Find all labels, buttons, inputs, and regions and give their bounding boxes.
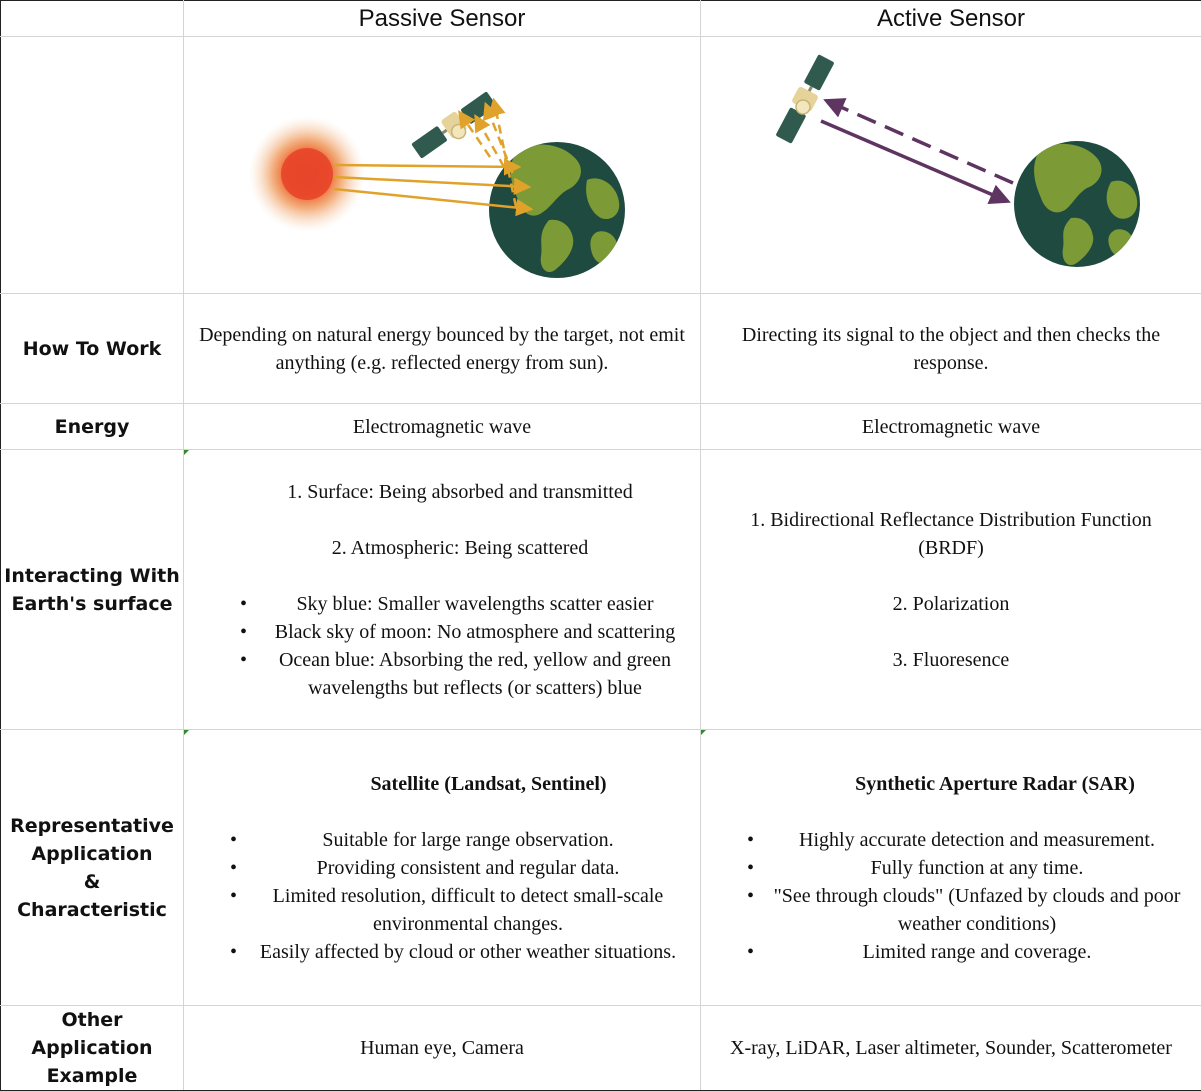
active-energy: Electromagnetic wave xyxy=(701,404,1201,450)
active-illustration xyxy=(701,37,1201,293)
passive-representative-title: Satellite (Landsat, Sentinel) xyxy=(184,730,700,798)
row-label-representative-line4: Characteristic xyxy=(1,896,183,924)
passive-representative-bullets: Suitable for large range observation. Pr… xyxy=(230,826,688,966)
row-label-interacting: Interacting With Earth's surface xyxy=(1,450,184,730)
row-label-how-to-work: How To Work xyxy=(1,294,184,404)
active-interacting: 1. Bidirectional Reflectance Distributio… xyxy=(701,450,1201,730)
row-label-other-application: Other Application Example xyxy=(1,1006,184,1091)
passive-representative: Satellite (Landsat, Sentinel) Suitable f… xyxy=(184,730,701,1006)
row-other-application: Other Application Example Human eye, Cam… xyxy=(1,1006,1201,1091)
active-representative-title: Synthetic Aperture Radar (SAR) xyxy=(701,730,1201,798)
passive-interacting-item1: 1. Surface: Being absorbed and transmitt… xyxy=(184,450,700,506)
active-how-to-work: Directing its signal to the object and t… xyxy=(701,294,1201,404)
row-label-other-line3: Example xyxy=(1,1062,183,1090)
passive-interacting-item2: 2. Atmospheric: Being scattered xyxy=(184,506,700,562)
passive-interacting: 1. Surface: Being absorbed and transmitt… xyxy=(184,450,701,730)
passive-illustration-cell xyxy=(184,37,701,294)
list-item: Ocean blue: Absorbing the red, yellow an… xyxy=(240,646,692,702)
list-item: Highly accurate detection and measuremen… xyxy=(747,826,1189,854)
list-item: Limited resolution, difficult to detect … xyxy=(230,882,688,938)
row-label-other-line1: Other xyxy=(1,1006,183,1034)
passive-how-to-work: Depending on natural energy bounced by t… xyxy=(184,294,701,404)
row-interacting: Interacting With Earth's surface 1. Surf… xyxy=(1,450,1201,730)
row-label-energy: Energy xyxy=(1,404,184,450)
row-label-representative: Representative Application & Characteris… xyxy=(1,730,184,1006)
row-representative: Representative Application & Characteris… xyxy=(1,730,1201,1006)
row-label-representative-line1: Representative xyxy=(1,812,183,840)
row-label-representative-line2: Application xyxy=(1,840,183,868)
illustration-row xyxy=(1,37,1201,294)
list-item: Sky blue: Smaller wavelengths scatter ea… xyxy=(240,590,692,618)
satellite-icon xyxy=(774,53,837,145)
active-interacting-item3: 3. Fluoresence xyxy=(701,646,1201,674)
passive-energy: Electromagnetic wave xyxy=(184,404,701,450)
row-label-other-line2: Application xyxy=(1,1034,183,1062)
earth-icon xyxy=(489,142,625,278)
list-item: Fully function at any time. xyxy=(747,854,1189,882)
row-how-to-work: How To Work Depending on natural energy … xyxy=(1,294,1201,404)
row-label-interacting-line1: Interacting With xyxy=(1,562,183,590)
sun-icon xyxy=(249,116,365,232)
illustration-label-cell xyxy=(1,37,184,294)
header-active: Active Sensor xyxy=(701,1,1201,37)
list-item: Limited range and coverage. xyxy=(747,938,1189,966)
list-item: Black sky of moon: No atmosphere and sca… xyxy=(240,618,692,646)
row-label-representative-line3: & xyxy=(1,868,183,896)
passive-other-application: Human eye, Camera xyxy=(184,1006,701,1091)
active-interacting-item1-line2: (BRDF) xyxy=(701,534,1201,562)
row-label-interacting-line2: Earth's surface xyxy=(1,590,183,618)
active-representative-bullets: Highly accurate detection and measuremen… xyxy=(747,826,1189,966)
passive-illustration xyxy=(184,37,701,293)
list-item: Suitable for large range observation. xyxy=(230,826,688,854)
list-item: "See through clouds" (Unfazed by clouds … xyxy=(747,882,1189,938)
active-other-application: X-ray, LiDAR, Laser altimeter, Sounder, … xyxy=(701,1006,1201,1091)
list-item: Providing consistent and regular data. xyxy=(230,854,688,882)
active-illustration-cell xyxy=(701,37,1201,294)
active-interacting-item1-line1: 1. Bidirectional Reflectance Distributio… xyxy=(701,506,1201,534)
list-item: Easily affected by cloud or other weathe… xyxy=(230,938,688,966)
passive-interacting-bullets: Sky blue: Smaller wavelengths scatter ea… xyxy=(240,590,692,702)
header-passive: Passive Sensor xyxy=(184,1,701,37)
radar-signal-arrows xyxy=(821,101,1013,201)
active-interacting-item2: 2. Polarization xyxy=(701,590,1201,618)
earth-icon xyxy=(1014,141,1140,267)
header-empty-cell xyxy=(1,1,184,37)
active-representative: Synthetic Aperture Radar (SAR) Highly ac… xyxy=(701,730,1201,1006)
row-energy: Energy Electromagnetic wave Electromagne… xyxy=(1,404,1201,450)
header-row: Passive Sensor Active Sensor xyxy=(1,1,1201,37)
